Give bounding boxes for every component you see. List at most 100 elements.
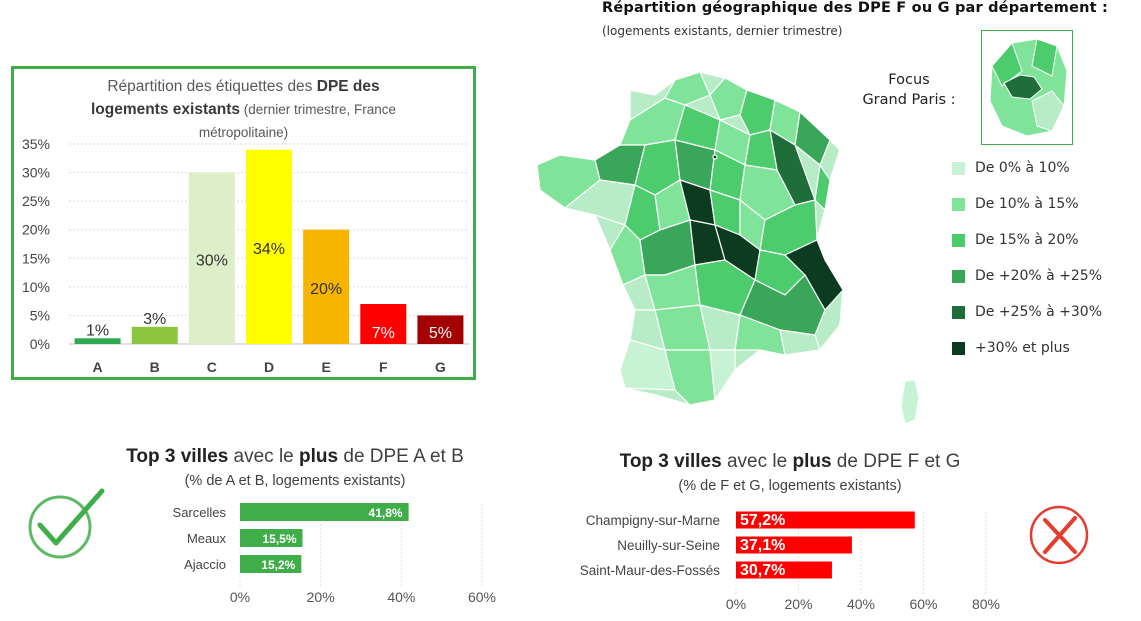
bar-value-label: 3% xyxy=(143,311,166,328)
x-tick-label: F xyxy=(379,359,388,375)
x-tick-label: 60% xyxy=(909,596,937,612)
bar-value-label: 30% xyxy=(196,252,228,269)
focus-label-1: Focus xyxy=(888,72,930,88)
cross-icon xyxy=(1029,505,1089,565)
bar-value-label: 37,1% xyxy=(740,537,785,554)
y-tick-label: 30% xyxy=(22,165,50,181)
bar-B xyxy=(131,326,178,344)
focus-label-2: Grand Paris : xyxy=(862,92,956,108)
bar-value-label: 1% xyxy=(86,322,109,339)
top-fg-title-mid: avec le xyxy=(721,451,793,472)
bar-value-label: 41,8% xyxy=(369,506,403,520)
check-icon xyxy=(28,488,105,559)
title-suffix: (dernier trimestre, France xyxy=(239,102,397,117)
x-tick-label: 80% xyxy=(972,596,1000,612)
title-bold-1: DPE des xyxy=(316,78,380,95)
bar-value-label: 15,5% xyxy=(262,532,296,546)
top-fg-title: Top 3 villes avec le plus de DPE F et G xyxy=(595,451,985,473)
legend-swatch xyxy=(952,269,965,283)
bar-A xyxy=(74,338,121,344)
bar-0 xyxy=(240,503,409,521)
legend-label: +30% et plus xyxy=(975,340,1070,356)
corsica-map xyxy=(900,379,920,425)
bar-category-label: Ajaccio xyxy=(184,557,226,572)
dpe-bar-chart: 0% 5% 10% 15% 20% 25% 30% 35% 1% A 3% B 30% C 34% D 20% E… xyxy=(22,136,469,375)
top-ab-title-end: de DPE A et B xyxy=(338,446,464,467)
x-tick-label: 40% xyxy=(387,589,415,605)
top-ab-title-bold-1: Top 3 villes xyxy=(126,446,229,467)
focus-grand-paris-label: Focus Grand Paris : xyxy=(850,70,968,110)
y-tick-label: 20% xyxy=(22,222,50,238)
legend-item: De 15% à 20% xyxy=(952,232,1079,248)
y-tick-label: 35% xyxy=(22,136,50,152)
dpe-distribution-panel: Répartition des étiquettes des DPE des l… xyxy=(11,66,476,380)
bar-2 xyxy=(736,561,832,579)
bar-C xyxy=(188,172,235,344)
title-prefix: Répartition des étiquettes des xyxy=(107,78,317,95)
legend-label: De 15% à 20% xyxy=(975,232,1079,248)
legend-swatch xyxy=(952,161,965,175)
y-tick-label: 15% xyxy=(22,250,50,266)
legend-label: De 10% à 15% xyxy=(975,196,1079,212)
map-title: Répartition géographique des DPE F ou G … xyxy=(602,0,1109,16)
bar-value-label: 20% xyxy=(310,281,342,298)
bar-E xyxy=(303,229,350,344)
top-ab-subtitle: (% de A et B, logements existants) xyxy=(184,473,406,489)
x-tick-label: D xyxy=(264,359,274,375)
bar-chart-title: Répartition des étiquettes des DPE des l… xyxy=(14,75,473,144)
bar-F xyxy=(360,304,407,344)
bar-category-label: Sarcelles xyxy=(173,505,227,520)
x-tick-label: 60% xyxy=(468,589,496,605)
title-line3: métropolitaine) xyxy=(198,125,289,140)
map-subtitle: (logements existants, dernier trimestre) xyxy=(602,24,843,38)
bar-1 xyxy=(240,529,303,547)
legend-swatch xyxy=(952,197,965,211)
x-tick-label: B xyxy=(150,359,160,375)
legend-swatch xyxy=(952,341,965,355)
top-fg-title-bold-1: Top 3 villes xyxy=(619,451,722,472)
bar-value-label: 30,7% xyxy=(740,562,785,579)
france-map xyxy=(536,71,844,406)
bar-D xyxy=(246,149,292,344)
x-tick-label: 20% xyxy=(307,589,335,605)
bar-value-label: 7% xyxy=(372,325,395,342)
bar-value-label: 57,2% xyxy=(740,512,785,529)
top-fg-title-end: de DPE F et G xyxy=(831,451,961,472)
x-tick-label: E xyxy=(321,359,330,375)
bar-value-label: 34% xyxy=(253,241,285,258)
x-tick-label: 40% xyxy=(847,596,875,612)
x-tick-label: G xyxy=(435,359,446,375)
legend-item: De 0% à 10% xyxy=(952,160,1070,176)
bar-G xyxy=(417,315,464,344)
top-ab-title-mid: avec le xyxy=(228,446,300,467)
bar-category-label: Neuilly-sur-Seine xyxy=(617,538,720,553)
top-fg-subtitle: (% de F et G, logements existants) xyxy=(678,478,902,494)
bar-0 xyxy=(736,511,915,529)
bar-value-label: 15,2% xyxy=(261,558,295,572)
y-tick-label: 5% xyxy=(30,307,50,323)
top-fg-bar-chart: 0% 20% 40% 60% 80% Champigny-sur-Marne 57,2% Ne… xyxy=(580,511,1000,612)
legend-label: De +25% à +30% xyxy=(975,304,1103,320)
bar-value-label: 5% xyxy=(429,325,452,342)
x-tick-label: 0% xyxy=(230,589,250,605)
legend-item: De +25% à +30% xyxy=(952,304,1102,320)
legend-label: De 0% à 10% xyxy=(975,160,1070,176)
y-tick-label: 25% xyxy=(22,193,50,209)
legend-label: De +20% à +25% xyxy=(975,268,1103,284)
top-ab-title: Top 3 villes avec le plus de DPE A et B xyxy=(100,446,490,468)
title-bold-2: logements existants xyxy=(90,101,240,118)
y-tick-label: 10% xyxy=(22,279,50,295)
legend-item: +30% et plus xyxy=(952,340,1070,356)
grand-paris-inset xyxy=(981,30,1073,145)
bar-category-label: Saint-Maur-des-Fossés xyxy=(580,563,721,578)
legend-swatch xyxy=(952,233,965,247)
bar-2 xyxy=(240,555,302,573)
bar-category-label: Champigny-sur-Marne xyxy=(586,513,720,528)
x-tick-label: 0% xyxy=(726,596,746,612)
y-tick-label: 0% xyxy=(30,336,50,352)
bar-category-label: Meaux xyxy=(187,531,227,546)
top-fg-title-bold-2: plus xyxy=(792,451,832,472)
legend-item: De +20% à +25% xyxy=(952,268,1102,284)
legend-swatch xyxy=(952,305,965,319)
top-ab-title-bold-2: plus xyxy=(299,446,339,467)
